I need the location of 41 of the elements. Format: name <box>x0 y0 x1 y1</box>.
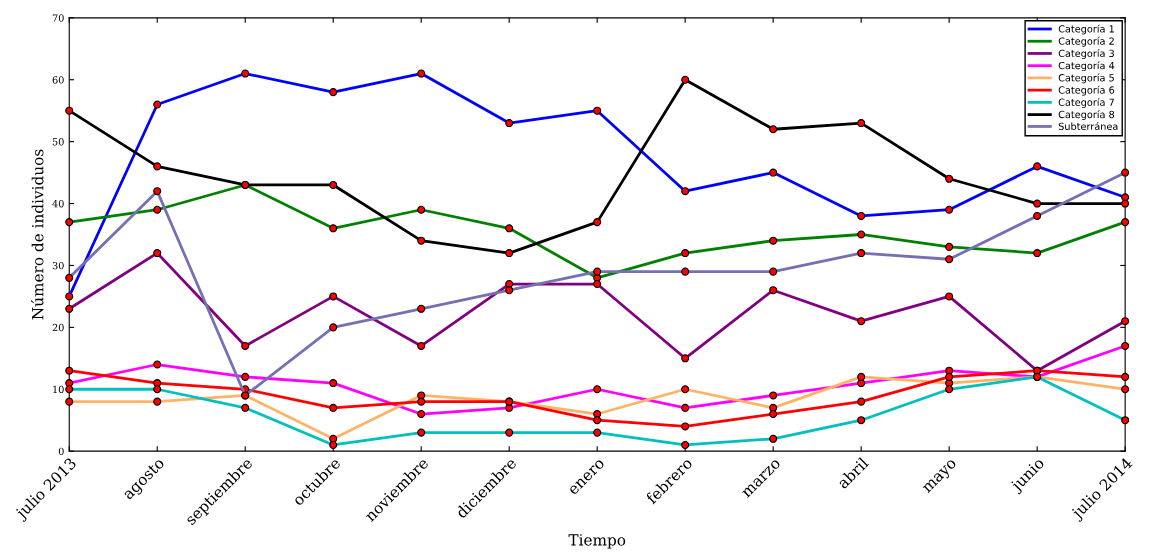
legend-label: Categoría 3 <box>1058 49 1114 59</box>
point <box>857 397 866 406</box>
point <box>65 106 74 115</box>
point <box>593 218 602 227</box>
point <box>1121 372 1130 381</box>
point <box>505 249 514 258</box>
y-tick-label: 70 <box>52 14 64 22</box>
legend-label: Categoría 8 <box>1058 110 1115 121</box>
legend-label: Subterránea <box>1058 122 1118 130</box>
point <box>417 236 426 245</box>
y-tick-label: 50 <box>52 138 64 146</box>
point <box>1033 199 1042 208</box>
point <box>1121 199 1130 208</box>
x-axis-title: Tiempo <box>568 534 626 549</box>
point <box>769 125 778 134</box>
point <box>681 75 690 84</box>
point <box>593 416 602 425</box>
legend-label: Categoría 5 <box>1058 73 1114 84</box>
y-tick-label: 20 <box>52 323 64 332</box>
point <box>65 366 74 375</box>
legend-label: Categoría 2 <box>1058 36 1114 47</box>
y-tick-label: 40 <box>52 200 64 208</box>
point <box>945 372 954 381</box>
point <box>769 409 778 419</box>
point <box>681 422 690 431</box>
point <box>417 397 426 406</box>
y-tick-label: 0 <box>58 447 64 455</box>
point <box>857 119 866 128</box>
legend-label: Categoría 4 <box>1058 61 1115 72</box>
y-axis-title: Número de individuos <box>31 149 44 320</box>
y-tick-label: 30 <box>52 261 64 270</box>
legend-label: Categoría 6 <box>1058 85 1115 96</box>
legend-label: Categoría 1 <box>1058 24 1114 35</box>
point <box>153 379 162 388</box>
point <box>153 162 162 171</box>
point <box>329 180 338 189</box>
point <box>329 403 338 412</box>
y-tick-label: 60 <box>52 76 64 84</box>
point <box>945 174 954 183</box>
legend-label: Categoría 7 <box>1058 98 1114 108</box>
y-tick-label: 10 <box>53 385 64 394</box>
